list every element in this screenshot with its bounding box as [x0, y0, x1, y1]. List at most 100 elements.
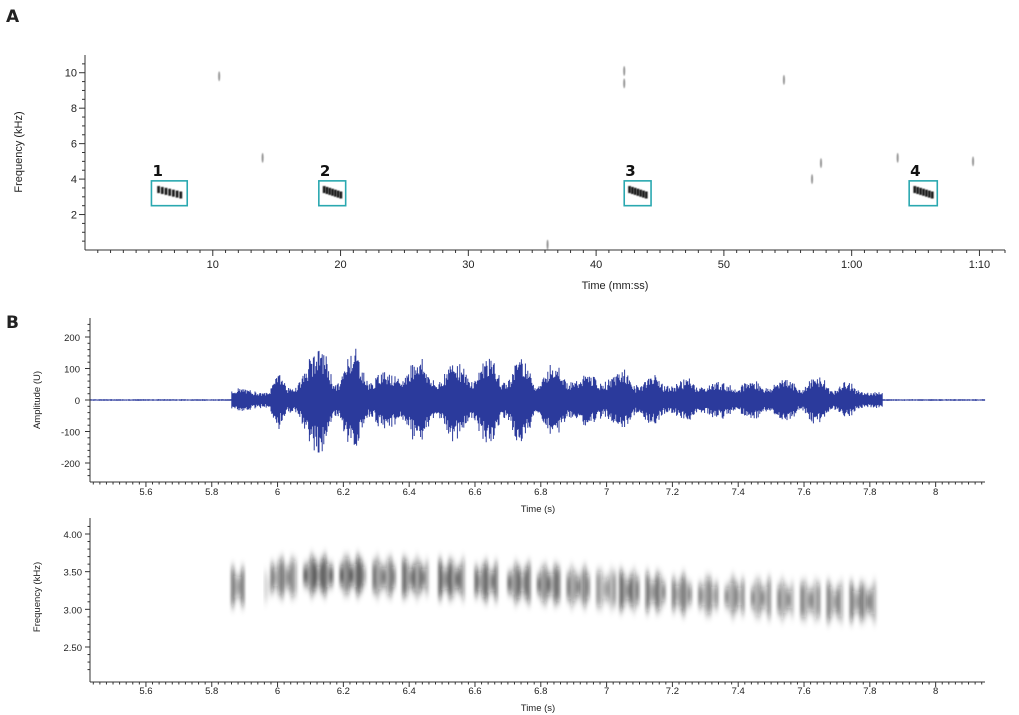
call-syllable — [925, 189, 928, 197]
note-stripe — [678, 580, 682, 609]
y-tick-label: 2 — [71, 210, 77, 222]
note-stripe — [702, 586, 705, 606]
spectrogram-mark — [972, 156, 975, 167]
note-stripe — [596, 571, 600, 607]
call-syllable — [630, 186, 634, 194]
note-stripe — [619, 570, 623, 611]
call-syllable — [339, 191, 343, 199]
note-stripe — [804, 581, 807, 619]
call-syllable — [628, 186, 631, 194]
x-tick-label: 6.6 — [468, 686, 481, 697]
note-stripe — [517, 567, 521, 598]
note-stripe — [527, 563, 531, 603]
note-stripe — [363, 566, 366, 584]
call-syllable — [157, 186, 160, 194]
note-stripe — [287, 567, 291, 588]
note-stripe — [307, 563, 310, 588]
note-stripe — [290, 559, 294, 597]
call-3: 3 — [623, 162, 652, 207]
note-stripe — [850, 582, 853, 622]
y-tick-label: 6 — [71, 139, 77, 151]
annotation-boxes: 1 2 3 4 — [150, 162, 939, 207]
call-syllable — [930, 191, 934, 199]
note-stripe — [359, 560, 363, 591]
detail-spectrogram: 4.00 3.50 3.00 2.50 5.6 5.8 6 6.2 6.4 6.6 6.8 7 7.2 7… — [32, 518, 985, 714]
spectrogram-note — [751, 578, 771, 618]
note-stripe — [725, 587, 728, 606]
note-stripe — [800, 583, 804, 618]
note-stripe — [511, 571, 514, 595]
note-stripe — [626, 582, 629, 599]
note-stripe — [264, 572, 268, 602]
note-stripe — [537, 575, 541, 594]
call-syllable — [927, 190, 931, 198]
spectrogram-note — [777, 579, 794, 620]
call-syllable — [179, 191, 183, 199]
note-stripe — [672, 578, 676, 610]
note-stripe — [606, 578, 610, 600]
note-stripe — [662, 583, 666, 601]
note-stripe — [869, 589, 873, 614]
x-tick-label: 7.2 — [666, 686, 679, 697]
x-tick-label: 5.8 — [205, 487, 218, 498]
note-stripe — [613, 572, 616, 606]
spectrogram-note — [340, 555, 366, 595]
note-stripe — [438, 560, 442, 599]
note-stripe — [514, 563, 518, 603]
spectrogram-note — [596, 569, 616, 609]
note-stripe — [507, 573, 511, 593]
note-stripe — [738, 587, 741, 606]
x-tick-label: 8 — [933, 487, 938, 498]
spectrogram-note — [372, 557, 396, 597]
note-stripe — [741, 580, 745, 613]
note-stripe — [402, 558, 406, 597]
note-stripe — [284, 566, 287, 589]
note-stripe — [827, 582, 830, 622]
spectrogram-note — [619, 570, 639, 611]
note-stripe — [810, 589, 814, 611]
annotation-box — [150, 180, 189, 207]
note-stripe — [320, 560, 323, 591]
spectrogram-notes — [231, 555, 876, 622]
note-stripe — [294, 560, 297, 595]
note-stripe — [576, 578, 580, 596]
x-tick-label: 6.6 — [468, 487, 481, 498]
note-stripe — [267, 578, 271, 596]
panel-letter-b: B — [6, 313, 19, 333]
call-syllable — [164, 187, 168, 195]
note-stripe — [688, 585, 692, 604]
x-tick-label: 5.8 — [205, 686, 218, 697]
note-stripe — [389, 558, 393, 596]
spectrogram-note — [725, 576, 745, 617]
y-tick-label: 10 — [65, 68, 77, 80]
note-stripe — [356, 555, 360, 595]
x-tick-label: 7.6 — [797, 487, 810, 498]
y-tick-label: 0 — [75, 396, 80, 407]
x-tick-label: 6.2 — [337, 487, 350, 498]
note-stripe — [859, 583, 863, 621]
x-tick-label: 20 — [334, 259, 346, 271]
note-stripe — [330, 566, 333, 585]
waveform-plot: 200 100 0 -100 -200 5.6 5.8 6 6.2 6.4 6.6 6.8 7 7.2 7.… — [32, 318, 986, 515]
note-stripe — [866, 592, 870, 611]
note-stripe — [234, 575, 238, 598]
note-stripe — [392, 567, 396, 587]
spectrogram-note — [438, 559, 465, 599]
note-stripe — [303, 566, 307, 585]
spectrogram-mark — [623, 78, 626, 89]
note-stripe — [326, 563, 330, 588]
annotation-label: 1 — [152, 162, 162, 180]
x-tick-label: 6.8 — [534, 487, 547, 498]
note-stripe — [544, 565, 547, 604]
x-tick-label: 7 — [604, 487, 609, 498]
note-stripe — [761, 588, 764, 608]
note-stripe — [488, 570, 491, 593]
note-stripe — [448, 560, 452, 598]
x-tick-label: 6.8 — [534, 686, 547, 697]
note-stripe — [685, 581, 689, 607]
note-stripe — [422, 569, 425, 587]
detail-spectrogram-axes: 4.00 3.50 3.00 2.50 5.6 5.8 6 6.2 6.4 6.6 6.8 7 7.2 7… — [64, 518, 985, 697]
call-syllable — [333, 189, 337, 197]
note-stripe — [376, 557, 379, 597]
note-stripe — [600, 570, 603, 608]
